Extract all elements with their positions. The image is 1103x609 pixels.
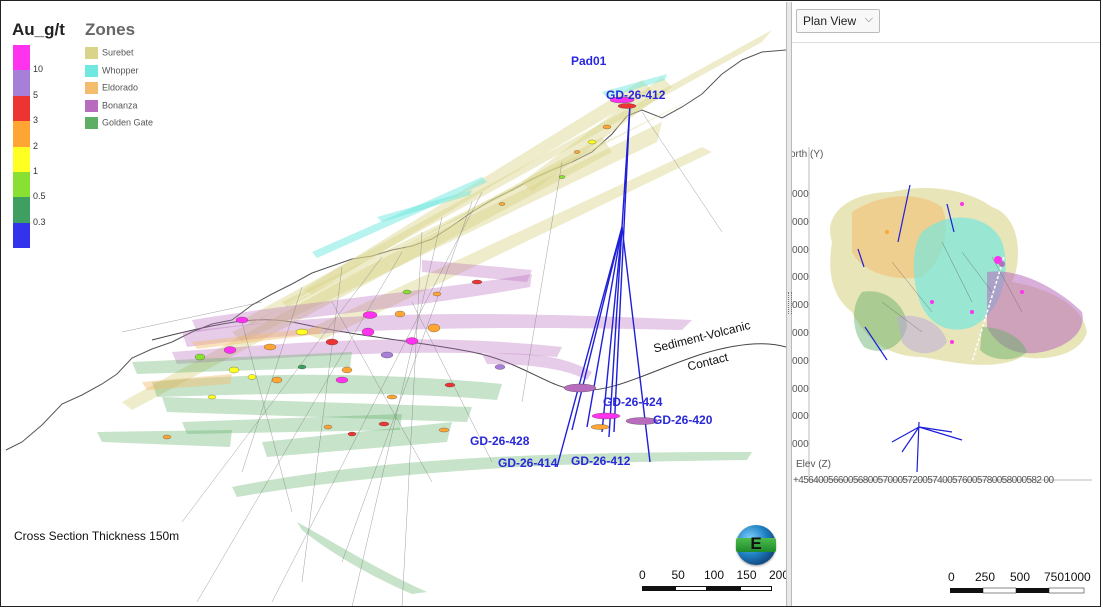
- pane-splitter[interactable]: [786, 2, 792, 606]
- plan-y-tick: 000: [792, 300, 809, 312]
- whopper-zone: [312, 74, 667, 258]
- zone-legend-item: Eldorado: [85, 82, 138, 96]
- golden-gate-zone: [97, 352, 752, 594]
- plan-y-tick: 000: [792, 355, 809, 367]
- plan-y-tick: 000: [792, 383, 809, 395]
- orientation-compass[interactable]: E: [736, 525, 776, 565]
- ramp-label: 3: [33, 115, 39, 126]
- plan-scalebar-tick: 250: [975, 570, 996, 584]
- scalebar-segment: [739, 586, 772, 591]
- ramp-label: 5: [33, 89, 39, 100]
- zone-label: Surebet: [102, 47, 134, 58]
- plan-view-panel[interactable]: Plan View ⌵: [792, 2, 1101, 607]
- scalebar-tick-label: 0: [639, 568, 646, 582]
- cross-section-canvas[interactable]: [2, 2, 786, 607]
- view-mode-value: Plan View: [803, 14, 857, 28]
- scalebar-tick-label: 50: [671, 568, 685, 582]
- plan-y-tick: 000: [792, 244, 809, 256]
- north-axis-label: orth (Y): [792, 149, 824, 160]
- pad01-drillholes: [556, 103, 651, 468]
- scalebar-segment: [674, 586, 707, 591]
- hole-label-412-top: GD-26-412: [606, 88, 666, 102]
- ramp-segment: [13, 171, 30, 198]
- zone-label: Golden Gate: [102, 117, 154, 128]
- hole-label-428: GD-26-428: [470, 434, 530, 448]
- au-color-ramp: [13, 45, 30, 248]
- section-line: [971, 256, 1005, 363]
- splitter-handle-icon[interactable]: [788, 292, 792, 314]
- zone-label: Whopper: [102, 64, 139, 75]
- plan-drill-traces: [857, 184, 963, 473]
- zone-legend-item: Bonanza: [85, 99, 138, 114]
- hole-label-414: GD-26-414: [498, 456, 558, 470]
- ramp-label: 10: [33, 64, 44, 75]
- plan-y-tick: 000: [792, 328, 809, 339]
- ramp-segment: [13, 95, 30, 122]
- assay-intercepts: [162, 96, 659, 440]
- pad01-label: Pad01: [571, 54, 607, 68]
- chevron-down-icon: ⌵: [864, 13, 873, 25]
- scalebar-tick-label: 150: [736, 568, 757, 582]
- zone-swatch: [85, 99, 98, 112]
- plan-grey-traces: [881, 241, 1023, 333]
- zone-legend-item: Surebet: [85, 47, 134, 61]
- scalebar-tick-label: 200: [769, 568, 786, 582]
- plan-x-ticks: +456400566005680057000572005740057600578…: [793, 475, 1054, 486]
- plan-scalebar: [950, 587, 1085, 594]
- ramp-label: 0.3: [33, 216, 46, 227]
- view-mode-dropdown[interactable]: Plan View ⌵: [796, 9, 880, 33]
- zone-swatch: [85, 64, 98, 77]
- plan-view-toolbar: Plan View ⌵: [792, 2, 1100, 43]
- cross-section-view[interactable]: Au_g/t Zones 10 5 3 2 1 0.5 0.3 Surebet Whopper…: [2, 2, 786, 607]
- hole-label-420: GD-26-420: [653, 413, 713, 427]
- plan-intercepts: [885, 202, 1024, 344]
- zone-label: Bonanza: [102, 99, 138, 110]
- zone-swatch: [85, 47, 98, 59]
- zone-legend-item: Golden Gate: [85, 117, 153, 131]
- zone-swatch: [85, 117, 98, 129]
- plan-scalebar-tick: 7501000: [1044, 570, 1091, 584]
- compass-band: [736, 538, 776, 552]
- scalebar-tick-label: 100: [704, 568, 725, 582]
- plan-view-canvas[interactable]: [792, 42, 1101, 607]
- cross-section-thickness-label: Cross Section Thickness 150m: [14, 529, 180, 543]
- au-legend-title: Au_g/t: [12, 20, 65, 39]
- zone-legend-item: Whopper: [85, 64, 139, 79]
- plan-y-tick: 000: [792, 216, 809, 228]
- historic-drill-traces: [121, 111, 723, 606]
- plan-y-tick: 000: [792, 272, 809, 284]
- surebet-zone: [122, 30, 772, 410]
- eldorado-zone: [142, 327, 322, 390]
- plan-y-tick: 000: [792, 439, 809, 451]
- ramp-segment: [13, 45, 30, 71]
- ramp-segment: [13, 222, 30, 248]
- plan-zone-blobs: [830, 187, 1087, 365]
- plan-y-tick: 000: [792, 189, 809, 200]
- plan-scalebar-tick: 500: [1010, 570, 1031, 584]
- contact-line: [151, 319, 786, 391]
- ramp-label: 0.5: [33, 191, 46, 202]
- ramp-segment: [13, 121, 30, 147]
- topography-line: [5, 49, 786, 451]
- hole-label-424: GD-26-424: [603, 395, 663, 409]
- ramp-segment: [13, 146, 30, 172]
- plan-y-tick: 000: [792, 411, 809, 423]
- compass-direction-letter: E: [750, 534, 762, 553]
- plan-scalebar-tick: 0: [948, 570, 955, 584]
- zone-swatch: [85, 82, 98, 94]
- zone-label: Eldorado: [102, 82, 139, 93]
- elev-axis-label: Elev (Z): [796, 459, 831, 470]
- bonanza-zone: [172, 260, 692, 380]
- hole-label-412: GD-26-412: [571, 454, 631, 468]
- ramp-label: 2: [33, 140, 39, 151]
- scalebar-segment: [642, 586, 675, 591]
- scalebar-segment: [707, 586, 740, 591]
- zones-legend-title: Zones: [85, 20, 136, 39]
- ramp-label: 1: [33, 165, 39, 176]
- ramp-segment: [13, 197, 30, 223]
- ramp-segment: [13, 70, 30, 96]
